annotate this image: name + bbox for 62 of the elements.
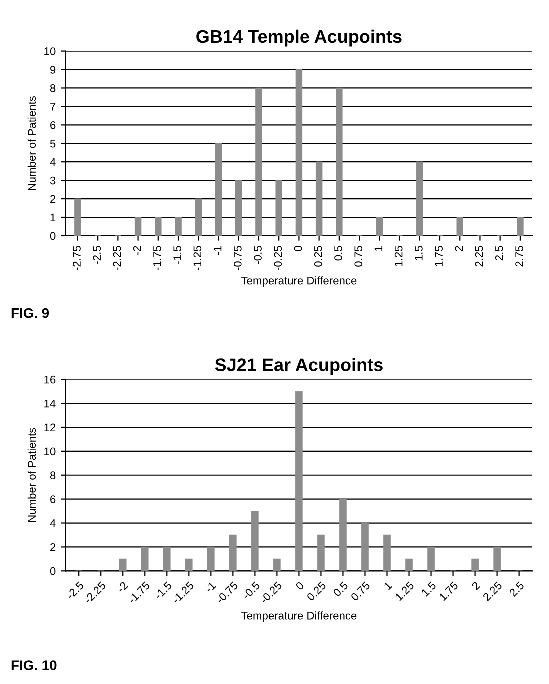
x-tick-label: -2.5: [66, 581, 85, 600]
x-tick-label: -2: [133, 246, 142, 256]
x-tick-label: 1.5: [421, 581, 437, 597]
y-axis-title: Number of Patients: [28, 428, 36, 522]
x-tick-label: -1.5: [174, 246, 182, 264]
y-tick-label: 2: [50, 543, 56, 552]
x-tick-label: 1: [374, 246, 383, 252]
y-tick-label: 1: [50, 214, 56, 222]
chart-title: SJ21 Ear Acupoints: [215, 358, 383, 376]
y-tick-label: 6: [50, 496, 56, 504]
y-tick-label: 8: [50, 84, 56, 92]
y-tick-label: 6: [50, 121, 56, 130]
y-tick-label: 10: [44, 448, 56, 456]
x-tick-label: 1.5: [415, 246, 423, 260]
x-tick-label: 0.5: [332, 581, 349, 598]
x-tick-label: -0.75: [234, 246, 242, 271]
y-tick-label: 16: [44, 376, 56, 384]
y-tick-label: 4: [50, 520, 56, 528]
x-tick-label: -2.5: [93, 246, 102, 264]
x-tick-label: -1.5: [154, 581, 173, 600]
x-tick-label: -1.75: [154, 246, 162, 271]
x-tick-label: -0.25: [274, 246, 282, 271]
x-tick-label: 1: [384, 582, 393, 590]
x-tick-label: 1.75: [435, 246, 443, 266]
y-tick-label: 12: [44, 424, 56, 432]
x-tick-label: 2.5: [509, 581, 525, 598]
x-tick-label: 0.25: [314, 246, 322, 267]
x-tick-label: -1: [204, 582, 216, 594]
x-tick-label: -2.75: [73, 246, 81, 271]
y-tick-label: 14: [44, 400, 56, 408]
y-tick-label: 3: [50, 176, 56, 185]
x-tick-label: 2: [455, 246, 463, 252]
x-axis-title: Temperature Difference: [242, 276, 357, 287]
x-tick-label: 0: [294, 246, 302, 252]
y-tick-label: 0: [50, 567, 56, 576]
x-tick-label: -2.25: [113, 246, 122, 271]
x-tick-label: 0: [295, 581, 305, 591]
y-tick-label: 2: [50, 195, 56, 204]
x-tick-label: -0.5: [242, 581, 261, 600]
x-tick-label: -1.25: [194, 246, 202, 271]
caption: FIG. 10: [12, 660, 57, 670]
y-tick-label: 4: [50, 158, 56, 166]
x-tick-label: 2: [472, 581, 481, 591]
y-tick-label: 0: [50, 232, 56, 240]
y-tick-label: 9: [50, 66, 56, 74]
x-tick-label: 2.75: [516, 246, 524, 267]
x-tick-label: -2: [116, 581, 128, 594]
x-axis-title: Temperature Difference: [242, 612, 357, 622]
y-tick-label: 5: [50, 140, 56, 148]
chart-title: GB14 Temple Acupoints: [196, 30, 402, 47]
x-tick-label: -0.5: [254, 246, 262, 264]
x-tick-label: 0.5: [334, 246, 342, 261]
x-tick-label: 2.25: [475, 246, 484, 267]
caption: FIG. 9: [12, 308, 50, 318]
y-tick-label: 8: [50, 472, 56, 480]
y-axis-title: Number of Patients: [28, 96, 36, 190]
x-tick-label: -1: [214, 246, 222, 256]
x-tick-label: 2.5: [495, 246, 504, 261]
y-tick-label: 7: [50, 103, 56, 111]
x-tick-label: 1.25: [394, 246, 403, 266]
x-tick-label: 0.75: [354, 246, 363, 267]
y-tick-label: 10: [44, 48, 56, 56]
